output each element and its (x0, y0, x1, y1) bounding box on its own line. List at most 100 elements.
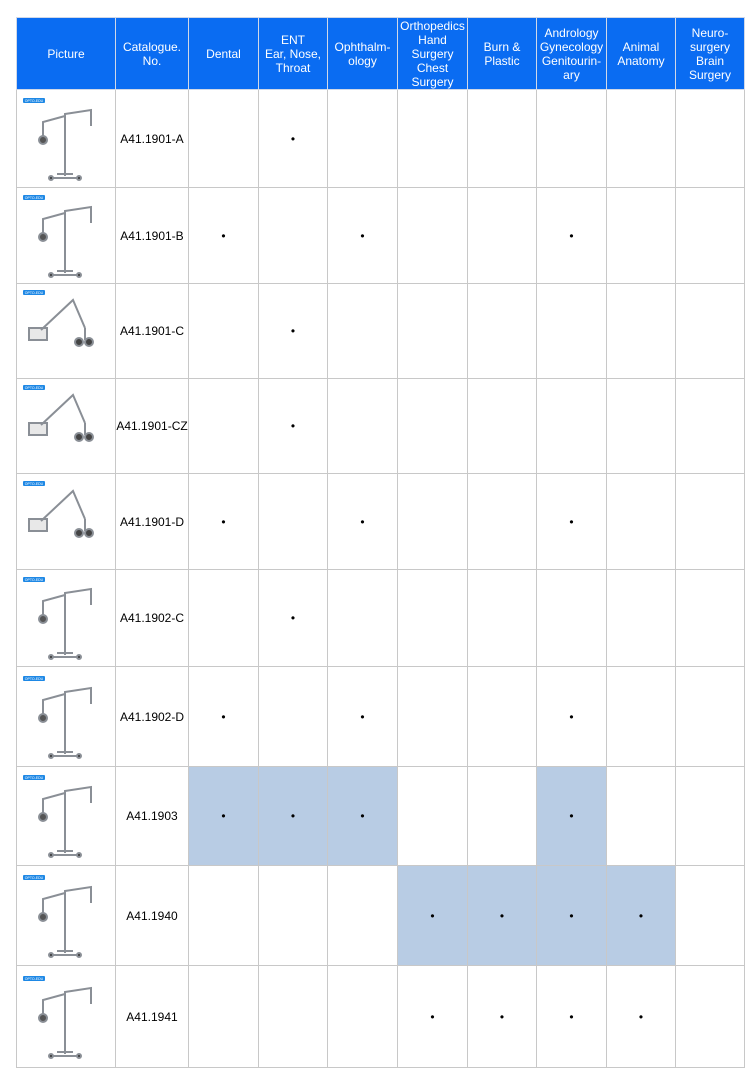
product-row: OPTO-EDU A41.1902-C • (16, 569, 745, 667)
column-header: Andrology Gynecology Genitourin- ary (536, 17, 607, 90)
microscope-picture: OPTO-EDU (23, 480, 94, 538)
empty-cell (258, 187, 328, 284)
check-dot: • (606, 965, 676, 1068)
empty-cell (327, 89, 398, 188)
product-row: OPTO-EDU A41.1941 • • • • (16, 965, 745, 1068)
column-header: Animal Anatomy (606, 17, 676, 90)
catalogue-no: A41.1902-C (115, 569, 189, 667)
empty-cell (258, 865, 328, 966)
column-header: Burn & Plastic (467, 17, 537, 90)
empty-cell (536, 378, 607, 474)
header-row: Picture Catalogue. No. Dental ENT Ear, Nose… (16, 17, 745, 90)
microscope-picture: OPTO-EDU (23, 97, 92, 181)
check-dot: • (327, 666, 398, 767)
product-row: OPTO-EDU A41.1901-D • • • (16, 473, 745, 570)
logo: OPTO-EDU (25, 482, 44, 486)
picture-cell: OPTO-EDU (16, 378, 116, 474)
logo: OPTO-EDU (25, 876, 44, 880)
catalogue-no: A41.1901-B (115, 187, 189, 284)
microscope-picture: OPTO-EDU (23, 775, 92, 858)
catalogue-no: A41.1902-D (115, 666, 189, 767)
catalogue-no: A41.1940 (115, 865, 189, 966)
product-row: OPTO-EDU A41.1901-CZ • (16, 378, 745, 474)
catalogue-no: A41.1901-D (115, 473, 189, 570)
empty-cell (397, 473, 468, 570)
empty-cell (675, 965, 745, 1068)
table-wrap: Picture Catalogue. No. Dental ENT Ear, Nose… (16, 17, 745, 1068)
picture-cell: OPTO-EDU (16, 283, 116, 379)
logo: OPTO-EDU (25, 776, 44, 780)
logo: OPTO-EDU (25, 578, 44, 582)
empty-cell (467, 89, 537, 188)
catalogue-no: A41.1903 (115, 766, 189, 866)
empty-cell (606, 89, 676, 188)
microscope-picture: OPTO-EDU (23, 675, 92, 759)
picture-cell: OPTO-EDU (16, 187, 116, 284)
empty-cell (467, 666, 537, 767)
check-dot: • (188, 666, 259, 767)
check-dot: • (467, 865, 537, 966)
check-dot: • (536, 865, 607, 966)
picture-cell: OPTO-EDU (16, 473, 116, 570)
empty-cell (397, 666, 468, 767)
empty-cell (606, 283, 676, 379)
empty-cell (606, 187, 676, 284)
empty-cell (467, 473, 537, 570)
empty-cell (258, 965, 328, 1068)
empty-cell (327, 965, 398, 1068)
check-dot: • (258, 89, 328, 188)
picture-cell: OPTO-EDU (16, 89, 116, 188)
product-row: OPTO-EDU A41.1901-A • (16, 89, 745, 188)
empty-cell (606, 666, 676, 767)
empty-cell (188, 865, 259, 966)
empty-cell (467, 283, 537, 379)
check-dot: • (258, 766, 328, 866)
catalogue-no: A41.1901-A (115, 89, 189, 188)
column-header: Dental (188, 17, 259, 90)
microscope-picture: OPTO-EDU (23, 975, 92, 1059)
empty-cell (606, 569, 676, 667)
empty-cell (675, 766, 745, 866)
column-header: Orthopedics Hand Surgery Chest Surgery (397, 17, 468, 90)
empty-cell (536, 283, 607, 379)
table-body: OPTO-EDU A41.1901-A • OPTO-EDU A41.1901-B • • •… (16, 89, 745, 1068)
microscope-picture: OPTO-EDU (23, 385, 94, 442)
check-dot: • (467, 965, 537, 1068)
empty-cell (327, 865, 398, 966)
check-dot: • (397, 865, 468, 966)
check-dot: • (606, 865, 676, 966)
empty-cell (536, 569, 607, 667)
empty-cell (467, 569, 537, 667)
empty-cell (327, 283, 398, 379)
check-dot: • (188, 766, 259, 866)
product-row: OPTO-EDU A41.1901-C • (16, 283, 745, 379)
column-header: Catalogue. No. (115, 17, 189, 90)
product-row: OPTO-EDU A41.1903 • • • • (16, 766, 745, 866)
empty-cell (397, 378, 468, 474)
check-dot: • (536, 766, 607, 866)
empty-cell (397, 89, 468, 188)
empty-cell (397, 283, 468, 379)
check-dot: • (188, 473, 259, 570)
empty-cell (467, 187, 537, 284)
empty-cell (467, 378, 537, 474)
empty-cell (675, 666, 745, 767)
empty-cell (327, 378, 398, 474)
empty-cell (258, 666, 328, 767)
picture-cell: OPTO-EDU (16, 865, 116, 966)
empty-cell (536, 89, 607, 188)
check-dot: • (536, 666, 607, 767)
column-header: ENT Ear, Nose, Throat (258, 17, 328, 90)
column-header: Picture (16, 17, 116, 90)
check-dot: • (258, 283, 328, 379)
picture-cell: OPTO-EDU (16, 766, 116, 866)
check-dot: • (188, 187, 259, 284)
logo: OPTO-EDU (25, 677, 44, 681)
check-dot: • (258, 569, 328, 667)
empty-cell (397, 187, 468, 284)
microscope-picture: OPTO-EDU (23, 874, 92, 958)
empty-cell (188, 89, 259, 188)
check-dot: • (327, 187, 398, 284)
microscope-picture: OPTO-EDU (23, 194, 92, 278)
